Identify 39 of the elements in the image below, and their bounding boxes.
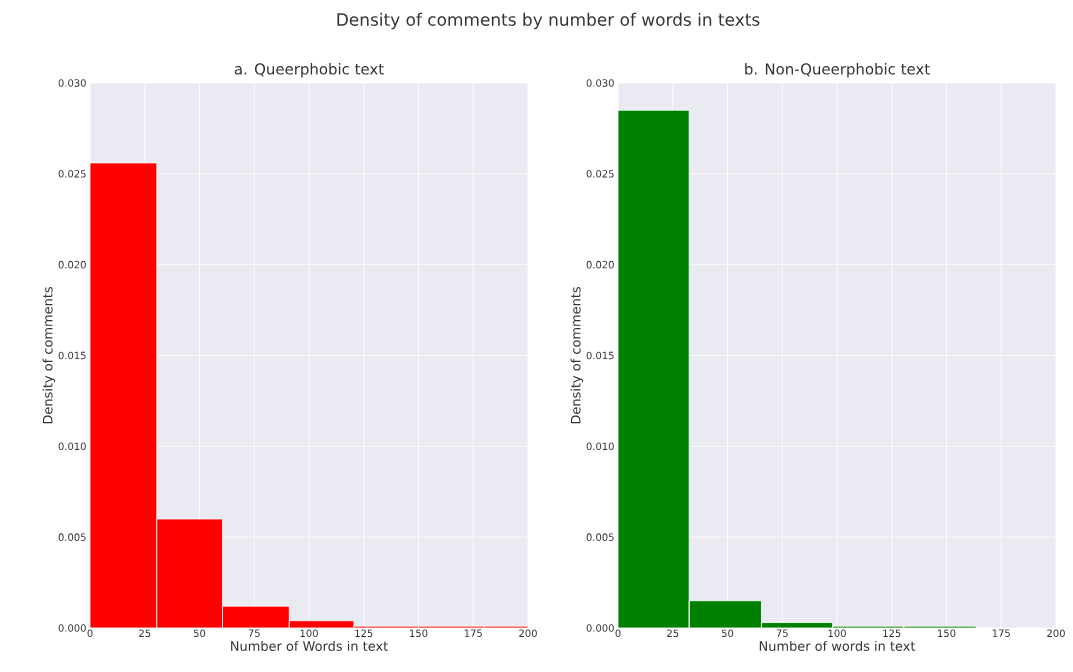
x-tick-label: 200 <box>1047 629 1065 638</box>
x-tick-label: 50 <box>721 629 734 638</box>
y-tick-label: 0.015 <box>586 351 614 360</box>
y-tick-label: 0.030 <box>58 79 86 87</box>
chart-title: a. Queerphobic text <box>234 63 384 78</box>
x-tick-label: 125 <box>883 629 901 638</box>
x-tick-label: 150 <box>410 629 428 638</box>
x-axis-title: Number of words in text <box>759 640 916 651</box>
x-tick-label: 125 <box>355 629 373 638</box>
y-tick-label: 0.020 <box>58 260 86 269</box>
y-tick-label: 0.020 <box>586 260 614 269</box>
y-axis-title: Density of comments <box>42 287 56 424</box>
x-tick-label: 25 <box>139 629 151 638</box>
x-tick-label: 50 <box>193 629 206 638</box>
text: Density of comments by number of words in texts <box>337 12 760 30</box>
x-tick-label: 200 <box>519 629 537 638</box>
y-tick-label: 0.010 <box>58 442 86 451</box>
y-tick-label: 0.015 <box>58 351 86 360</box>
x-tick-label: 75 <box>248 629 260 637</box>
x-tick-label: 100 <box>300 629 318 638</box>
y-tick-label: 0.025 <box>586 170 614 178</box>
x-tick-label: 175 <box>464 629 482 637</box>
y-axis-title: Density of comments <box>570 287 584 424</box>
y-tick-label: 0.030 <box>586 79 614 87</box>
chart-title: b. Non-Queerphobic text <box>745 63 930 78</box>
x-tick-label: 175 <box>992 629 1010 637</box>
x-tick-label: 25 <box>667 629 679 638</box>
y-tick-label: 0.005 <box>586 533 614 541</box>
x-tick-label: 75 <box>776 629 788 637</box>
y-tick-label: 0.005 <box>58 533 86 541</box>
y-tick-label: 0.000 <box>58 624 86 632</box>
x-tick-label: 0 <box>615 629 621 638</box>
x-axis-title: Number of Words in text <box>231 640 388 651</box>
y-tick-label: 0.010 <box>586 442 614 451</box>
y-tick-label: 0.000 <box>586 624 614 632</box>
y-tick-label: 0.025 <box>58 170 86 178</box>
x-tick-label: 0 <box>87 629 93 638</box>
x-tick-label: 100 <box>828 629 846 638</box>
x-tick-label: 150 <box>938 629 956 638</box>
